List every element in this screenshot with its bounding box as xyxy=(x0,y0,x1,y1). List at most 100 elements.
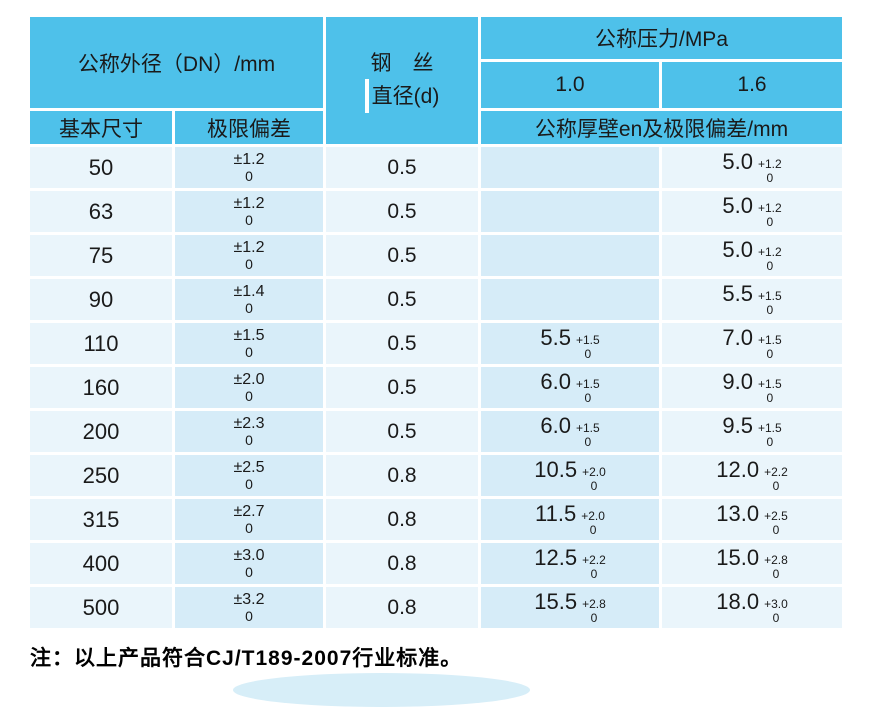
thickness-1-0-cell xyxy=(481,235,659,276)
tolerance-stack: +2.8 0 xyxy=(764,552,788,581)
header-limit-deviation: 极限偏差 xyxy=(175,111,323,144)
header-basic-size: 基本尺寸 xyxy=(30,111,172,144)
thickness-1-0-cell: 15.5 +2.8 0 xyxy=(481,587,659,628)
deviation-cell: ±1.5 0 xyxy=(175,323,323,364)
header-pressure-1-0-label: 1.0 xyxy=(555,73,585,96)
header-outer-diameter-label: 公称外径（DN）/mm xyxy=(77,52,276,76)
thickness-1-6-cell: 9.0 +1.5 0 xyxy=(662,367,842,408)
dn-cell: 50 xyxy=(30,147,172,188)
tolerance-stack: +3.0 0 xyxy=(764,596,788,625)
wire-diameter-cell: 0.5 xyxy=(326,147,478,188)
dn-cell: 250 xyxy=(30,455,172,496)
thickness-1-6-cell: 5.5 +1.5 0 xyxy=(662,279,842,320)
thickness-1-6-cell: 15.0 +2.8 0 xyxy=(662,543,842,584)
thickness-value: 10.5 xyxy=(534,456,578,482)
dn-cell: 75 xyxy=(30,235,172,276)
dn-cell: 110 xyxy=(30,323,172,364)
thickness-1-0-cell xyxy=(481,279,659,320)
thickness-1-0-cell xyxy=(481,191,659,232)
header-nominal-pressure: 公称压力/MPa xyxy=(481,17,842,59)
thickness-1-0-cell: 11.5 +2.0 0 xyxy=(481,499,659,540)
header-wire-diameter: 钢 丝 直径(d) xyxy=(326,17,478,144)
wire-diameter-cell: 0.8 xyxy=(326,499,478,540)
deviation-cell: ±2.0 0 xyxy=(175,367,323,408)
wire-diameter-cell: 0.5 xyxy=(326,411,478,452)
wire-diameter-cell: 0.8 xyxy=(326,543,478,584)
header-wire-line1: 钢 丝 xyxy=(370,51,434,75)
wire-diameter-cell: 0.8 xyxy=(326,587,478,628)
wire-diameter-cell: 0.5 xyxy=(326,279,478,320)
thickness-1-0-cell: 6.0 +1.5 0 xyxy=(481,411,659,452)
thickness-1-0-cell: 12.5 +2.2 0 xyxy=(481,543,659,584)
deviation-cell: ±3.2 0 xyxy=(175,587,323,628)
thickness-value: 9.5 xyxy=(722,412,753,438)
tolerance-stack: +1.5 0 xyxy=(575,376,600,405)
deviation-cell: ±1.2 0 xyxy=(175,235,323,276)
thickness-1-6-cell: 9.5 +1.5 0 xyxy=(662,411,842,452)
thickness-1-0-cell: 6.0 +1.5 0 xyxy=(481,367,659,408)
tolerance-stack: +2.2 0 xyxy=(582,552,606,581)
deviation-cell: ±1.4 0 xyxy=(175,279,323,320)
thickness-value: 5.0 xyxy=(722,192,753,218)
thickness-1-6-cell: 5.0 +1.2 0 xyxy=(662,235,842,276)
deviation-cell: ±3.0 0 xyxy=(175,543,323,584)
thickness-value: 12.5 xyxy=(534,544,578,570)
thickness-value: 11.5 xyxy=(535,500,577,526)
note-text: 注：以上产品符合CJ/T189-2007行业标准。 xyxy=(30,647,463,670)
header-pressure-1-6-label: 1.6 xyxy=(737,73,767,96)
tolerance-stack: +1.2 0 xyxy=(757,200,782,229)
thickness-value: 15.0 xyxy=(716,544,760,570)
tolerance-stack: +1.5 0 xyxy=(757,332,782,361)
wire-diameter-cell: 0.8 xyxy=(326,455,478,496)
dn-cell: 90 xyxy=(30,279,172,320)
deviation-cell: ±2.3 0 xyxy=(175,411,323,452)
thickness-value: 15.5 xyxy=(534,588,578,614)
header-nominal-pressure-label: 公称压力/MPa xyxy=(594,28,728,51)
deviation-cell: ±2.7 0 xyxy=(175,499,323,540)
wire-diameter-cell: 0.5 xyxy=(326,235,478,276)
header-wire-line2: 直径(d) xyxy=(371,84,440,108)
wire-diameter-cell: 0.5 xyxy=(326,367,478,408)
header-wire-line2-wrap: 直径(d) xyxy=(364,79,440,114)
thickness-1-0-cell xyxy=(481,147,659,188)
dn-cell: 315 xyxy=(30,499,172,540)
watermark-ellipse xyxy=(233,673,530,707)
dn-cell: 200 xyxy=(30,411,172,452)
tolerance-stack: +2.8 0 xyxy=(582,596,606,625)
dn-cell: 400 xyxy=(30,543,172,584)
thickness-1-0-cell: 10.5 +2.0 0 xyxy=(481,455,659,496)
thickness-value: 7.0 xyxy=(722,324,753,350)
tolerance-stack: +2.0 0 xyxy=(581,508,605,537)
header-wall-thickness: 公称厚壁en及极限偏差/mm xyxy=(481,111,842,144)
tolerance-stack: +1.5 0 xyxy=(757,288,782,317)
thickness-value: 6.0 xyxy=(540,412,571,438)
header-outer-diameter: 公称外径（DN）/mm xyxy=(30,17,323,108)
thickness-value: 5.5 xyxy=(722,280,753,306)
thickness-value: 13.0 xyxy=(716,500,760,526)
header-wall-thickness-label: 公称厚壁en及极限偏差/mm xyxy=(534,117,789,141)
tolerance-stack: +1.5 0 xyxy=(757,376,782,405)
thickness-value: 12.0 xyxy=(716,456,760,482)
thickness-value: 9.0 xyxy=(722,368,753,394)
header-limit-deviation-label: 极限偏差 xyxy=(207,117,291,141)
thickness-1-6-cell: 13.0 +2.5 0 xyxy=(662,499,842,540)
thickness-1-6-cell: 18.0 +3.0 0 xyxy=(662,587,842,628)
tolerance-stack: +1.5 0 xyxy=(575,420,600,449)
thickness-1-6-cell: 5.0 +1.2 0 xyxy=(662,147,842,188)
thickness-1-6-cell: 7.0 +1.5 0 xyxy=(662,323,842,364)
deviation-cell: ±1.2 0 xyxy=(175,191,323,232)
deviation-cell: ±2.5 0 xyxy=(175,455,323,496)
thickness-value: 5.0 xyxy=(722,236,753,262)
wire-diameter-cell: 0.5 xyxy=(326,191,478,232)
thickness-value: 5.0 xyxy=(722,148,753,174)
thickness-1-6-cell: 12.0 +2.2 0 xyxy=(662,455,842,496)
spec-table: 公称外径（DN）/mm 钢 丝 直径(d) 公称压力/MPa 1.0 1.6 基… xyxy=(30,17,842,628)
wire-diameter-cell: 0.5 xyxy=(326,323,478,364)
thickness-1-6-cell: 5.0 +1.2 0 xyxy=(662,191,842,232)
tolerance-stack: +2.5 0 xyxy=(764,508,788,537)
thickness-value: 6.0 xyxy=(540,368,571,394)
dn-cell: 160 xyxy=(30,367,172,408)
text-cursor-bar xyxy=(364,79,369,114)
dn-cell: 63 xyxy=(30,191,172,232)
tolerance-stack: +1.5 0 xyxy=(575,332,600,361)
